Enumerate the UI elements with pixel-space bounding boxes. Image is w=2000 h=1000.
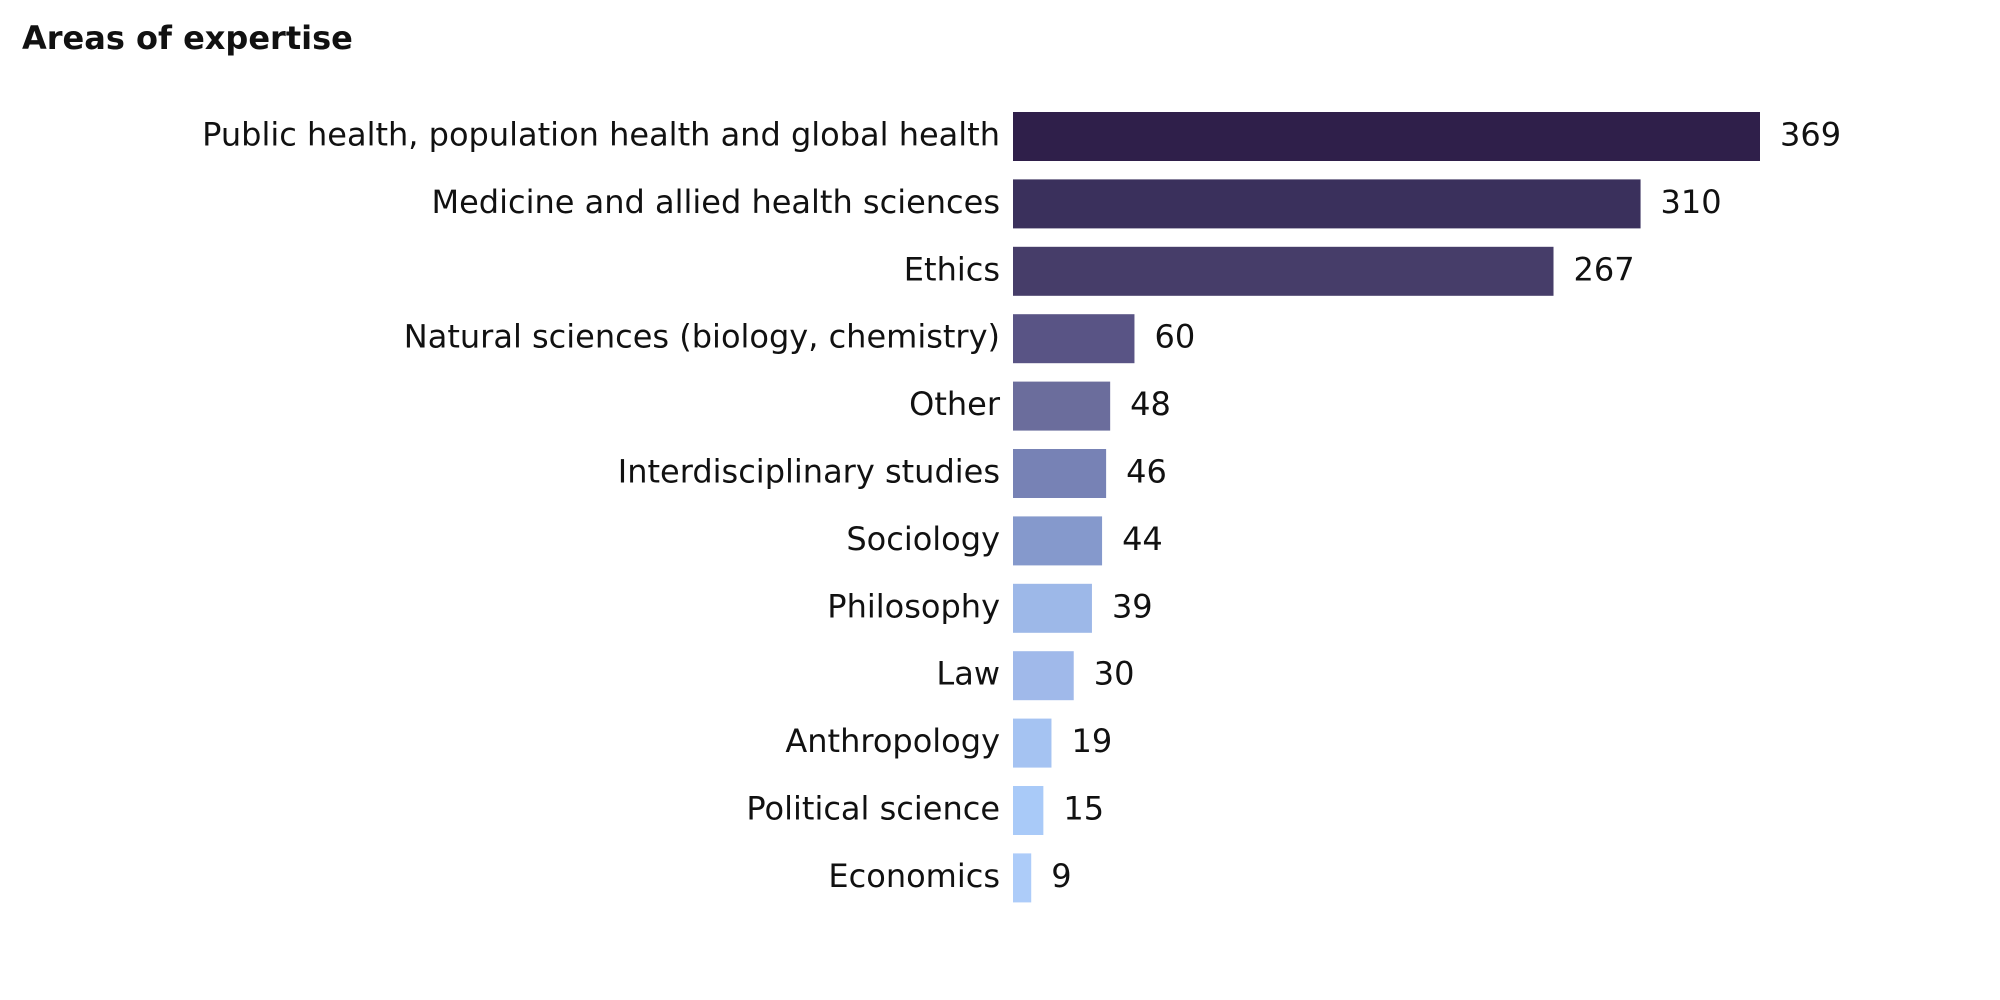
bar (1013, 314, 1135, 364)
bar (1013, 381, 1111, 431)
value-label: 46 (1126, 453, 1167, 491)
category-label: Sociology (846, 520, 1000, 558)
bar (1013, 651, 1074, 701)
category-label: Public health, population health and glo… (202, 116, 1000, 154)
chart-title: Areas of expertise (22, 19, 353, 57)
value-label: 267 (1574, 250, 1635, 288)
bar (1013, 583, 1092, 633)
value-label: 44 (1122, 520, 1163, 558)
category-label: Medicine and allied health sciences (432, 183, 1001, 221)
value-label: 39 (1112, 587, 1153, 625)
value-label: 48 (1130, 385, 1171, 423)
bar (1013, 853, 1032, 903)
category-label: Political science (746, 790, 1000, 828)
bar (1013, 246, 1554, 296)
bar (1013, 718, 1052, 768)
category-label: Other (909, 385, 1001, 423)
category-label: Interdisciplinary studies (618, 453, 1000, 491)
bar (1013, 179, 1641, 229)
category-label: Ethics (904, 250, 1000, 288)
category-label: Economics (828, 857, 1000, 895)
category-label: Anthropology (785, 722, 1000, 760)
category-label: Natural sciences (biology, chemistry) (404, 318, 1000, 356)
bar (1013, 449, 1107, 498)
value-label: 30 (1094, 655, 1135, 693)
value-label: 369 (1780, 116, 1841, 154)
bar (1013, 112, 1760, 161)
value-label: 9 (1051, 857, 1071, 895)
value-label: 310 (1661, 183, 1722, 221)
bar (1013, 516, 1103, 566)
value-label: 19 (1071, 722, 1112, 760)
bar (1013, 786, 1044, 835)
category-label: Law (936, 655, 1000, 693)
category-label: Philosophy (827, 587, 1000, 625)
value-label: 60 (1154, 318, 1195, 356)
value-label: 15 (1063, 790, 1104, 828)
